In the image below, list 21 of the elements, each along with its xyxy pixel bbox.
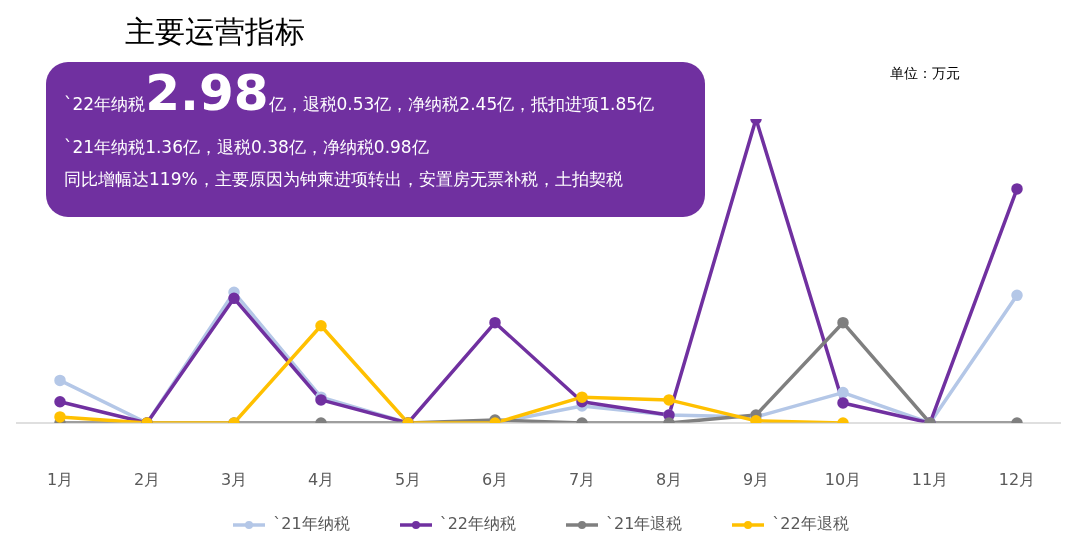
x-tick-label: 4月: [307, 470, 335, 490]
x-tick-label: 6月: [481, 470, 509, 490]
x-tick-label: 5月: [394, 470, 422, 490]
annotation: 同比增幅达119%，主要原因为钟柬进项转出，安置房无票补税，土拍契税: [64, 168, 624, 191]
legend-label: `22年纳税: [439, 514, 516, 535]
x-tick-label: 10月: [824, 470, 862, 490]
legend-label: `21年退税: [606, 514, 683, 535]
x-tick-label: 2月: [133, 470, 161, 490]
annotation: `22年纳税2.98亿，退税0.53亿，净纳税2.45亿，抵扣进项1.85亿: [64, 64, 656, 124]
x-tick-label: 1月: [46, 470, 74, 490]
x-tick-label: 11月: [911, 470, 949, 490]
annotation: `21年纳税1.36亿，退税0.38亿，净纳税0.98亿: [64, 136, 430, 159]
legend-label: `22年退税: [772, 514, 849, 535]
legend-label: `21年纳税: [273, 514, 350, 535]
text: 单位：万元: [890, 65, 960, 83]
x-tick-label: 3月: [220, 470, 248, 490]
x-tick-label: 12月: [998, 470, 1036, 490]
chart-title: 主要运营指标: [125, 13, 305, 51]
x-tick-label: 8月: [655, 470, 683, 490]
x-tick-label: 7月: [568, 470, 596, 490]
x-tick-label: 9月: [742, 470, 770, 490]
